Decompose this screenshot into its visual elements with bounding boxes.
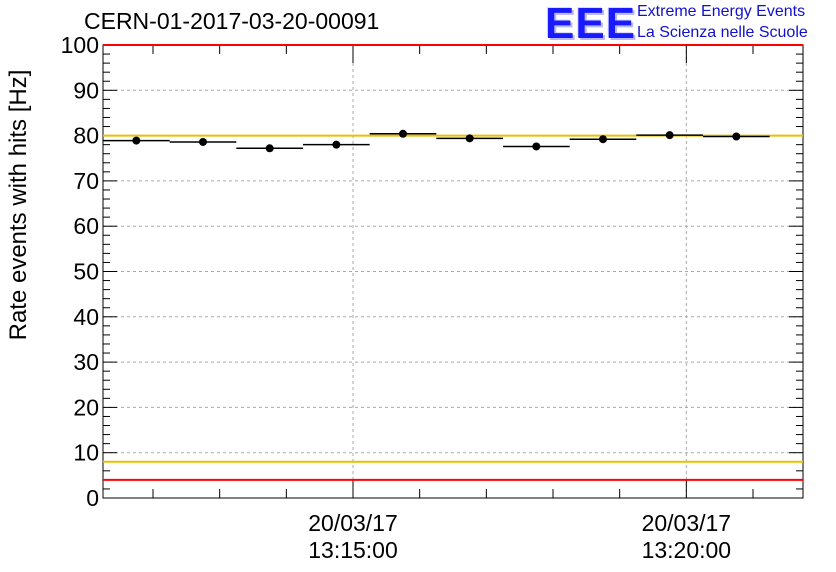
data-point [599, 135, 607, 144]
y-tick-label: 100 [61, 32, 99, 58]
x-tick-label-time: 13:15:00 [308, 537, 398, 563]
data-point [199, 137, 207, 146]
logo-line-1: Extreme Energy Events [637, 3, 806, 20]
data-point [132, 136, 141, 145]
data-point [532, 142, 541, 151]
y-tick-label: 70 [73, 168, 99, 194]
data-point [265, 144, 274, 153]
y-tick-label: 50 [73, 259, 99, 285]
data-point [465, 134, 474, 143]
y-tick-label: 10 [73, 440, 99, 466]
data-point [399, 129, 407, 138]
x-tick-label-time: 13:20:00 [642, 537, 732, 563]
y-tick-label: 80 [73, 123, 99, 149]
eee-logo: EEE [545, 0, 637, 48]
y-tick-label: 60 [73, 213, 99, 239]
data-point [332, 140, 341, 149]
y-tick-label: 0 [86, 485, 99, 511]
logo-line-2: La Scienza nelle Scuole [637, 24, 808, 41]
y-tick-label: 20 [73, 394, 99, 420]
y-tick-label: 90 [73, 77, 99, 103]
y-tick-label: 40 [73, 304, 99, 330]
data-point [732, 132, 741, 141]
x-tick-label-date: 20/03/17 [308, 510, 398, 536]
data-point [665, 131, 674, 140]
x-tick-label-date: 20/03/17 [642, 510, 732, 536]
y-tick-label: 30 [73, 349, 99, 375]
chart-title: CERN-01-2017-03-20-00091 [84, 8, 380, 34]
